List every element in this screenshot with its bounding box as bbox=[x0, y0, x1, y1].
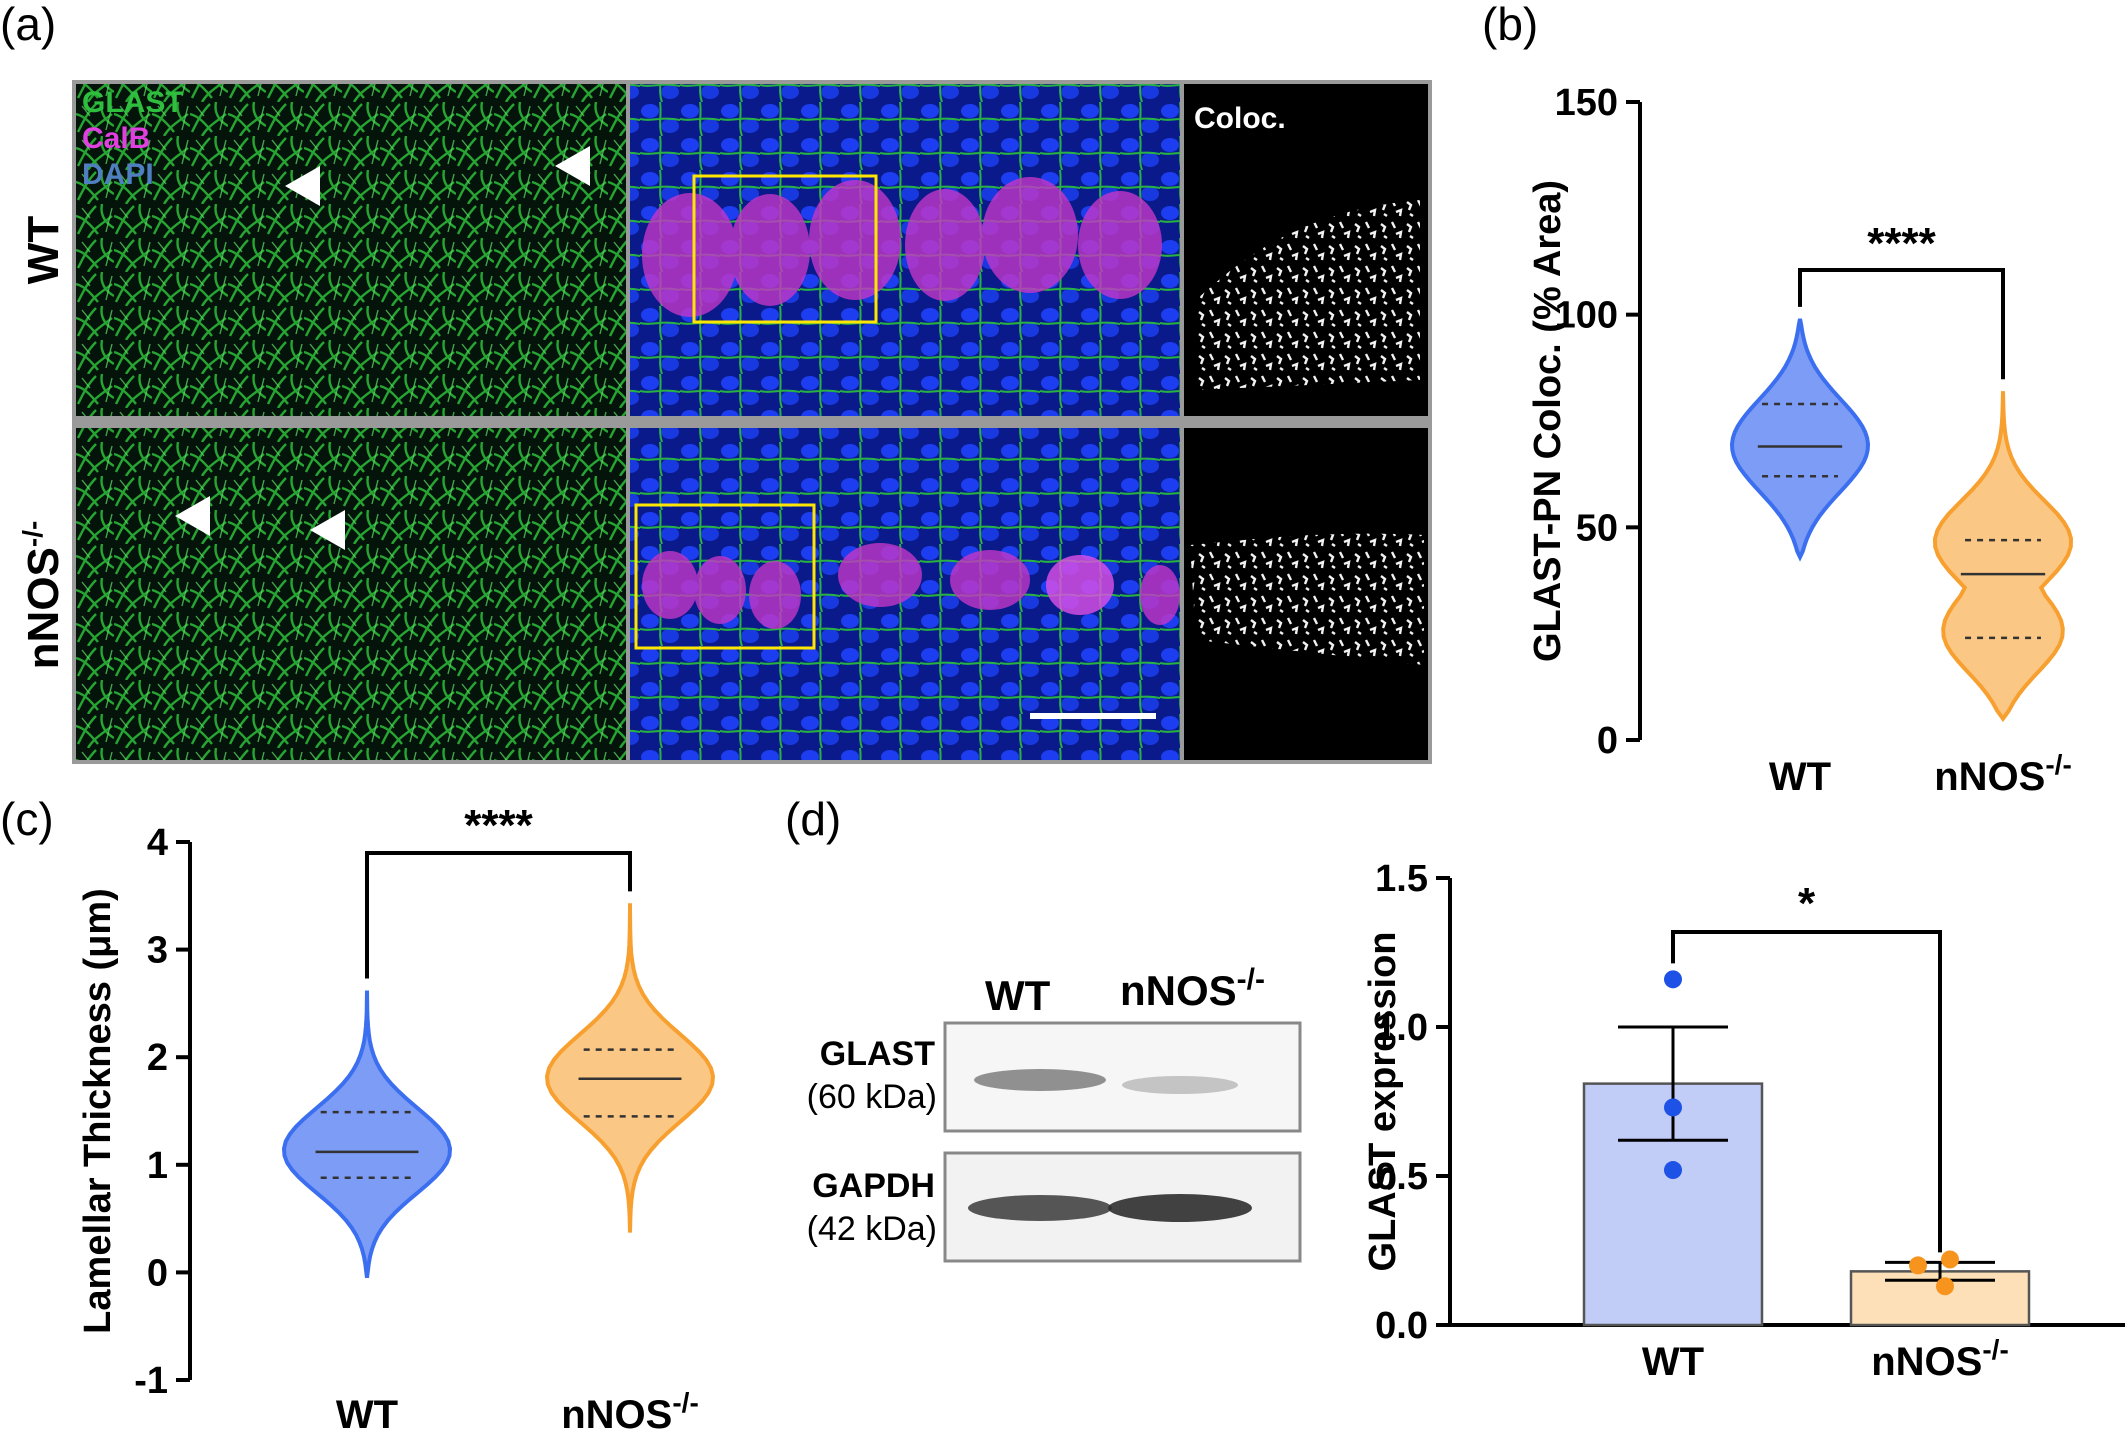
chart-b-category-label: nNOS-/- bbox=[1934, 749, 2072, 799]
chart-b-ytick-label: 0 bbox=[1597, 720, 1618, 762]
chart-b: 0 50 100 150 GLAST-PN Coloc. (% Area) WT nNOS-… bbox=[1527, 82, 2074, 799]
chart-d-data-point-nnos bbox=[1941, 1250, 1959, 1269]
band-gapdh-wt bbox=[968, 1195, 1112, 1221]
chart-b-violin-nnos bbox=[1932, 391, 2074, 723]
chart-c-ytick-label: 2 bbox=[147, 1037, 168, 1079]
chart-d-category-label: WT bbox=[1642, 1340, 1704, 1384]
stain-label-glast: GLAST bbox=[82, 86, 184, 119]
chart-d-data-point-nnos bbox=[1936, 1277, 1954, 1296]
micrograph-nnos-glast bbox=[76, 428, 626, 760]
arrowhead-icon bbox=[310, 510, 345, 550]
micrograph-wt-glast bbox=[76, 84, 626, 416]
scale-bar bbox=[1030, 713, 1156, 719]
chart-d-data-point-nnos bbox=[1909, 1256, 1927, 1275]
panel-c-letter: (c) bbox=[0, 793, 54, 845]
chart-c-ytick-label: 3 bbox=[147, 930, 168, 972]
arrowhead-icon bbox=[555, 146, 590, 186]
chart-b-violin-wt bbox=[1729, 318, 1871, 562]
chart-d-significance-stars: * bbox=[1798, 879, 1816, 928]
chart-d-data-point-wt bbox=[1664, 1161, 1682, 1180]
panel-b-letter: (b) bbox=[1482, 0, 1538, 50]
chart-c-ytick-label: -1 bbox=[134, 1360, 168, 1402]
calbindin-band-wt bbox=[642, 177, 1162, 317]
chart-d-bar-nnos bbox=[1849, 1270, 2031, 1327]
chart-c-y-axis-title: Lamellar Thickness (μm) bbox=[77, 888, 119, 1334]
chart-c-significance-bracket bbox=[365, 851, 632, 979]
coloc-label: Coloc. bbox=[1194, 102, 1286, 135]
band-gapdh-nnos bbox=[1108, 1194, 1252, 1222]
calbindin-band-nnos bbox=[642, 543, 1180, 629]
row-label-nnos: nNOS-/- bbox=[17, 521, 68, 670]
chart-d-ytick-label: 0.0 bbox=[1375, 1305, 1428, 1347]
chart-c-category-label: WT bbox=[336, 1393, 398, 1437]
chart-b-y-axis-title: GLAST-PN Coloc. (% Area) bbox=[1527, 180, 1569, 662]
chart-c-violin-nnos bbox=[544, 903, 716, 1233]
chart-d-ytick-label: 1.5 bbox=[1375, 858, 1428, 900]
chart-d-data-point-wt bbox=[1664, 970, 1682, 989]
panel-d-letter: (d) bbox=[785, 793, 841, 845]
arrowhead-icon bbox=[285, 166, 320, 206]
arrowhead-icon bbox=[175, 496, 210, 536]
band-glast-nnos bbox=[1122, 1076, 1238, 1094]
chart-d-significance-bracket bbox=[1671, 930, 1942, 1253]
blot-band-name-gapdh: GAPDH bbox=[812, 1167, 935, 1205]
blot-lane-label-nnos: nNOS-/- bbox=[1120, 963, 1265, 1014]
blot-band-name-glast: GLAST bbox=[820, 1035, 935, 1073]
chart-d-data-point-wt bbox=[1664, 1098, 1682, 1117]
chart-c-ytick-label: 1 bbox=[147, 1145, 168, 1187]
coloc-speckle-wt bbox=[1196, 200, 1420, 390]
chart-c: -1 0 1 2 3 4 Lamellar Thickness (μm) WT nNOS-/- *… bbox=[77, 801, 716, 1437]
chart-d: 0.0 0.5 1.0 1.5 GLAST expression WT nNOS-/- * bbox=[1362, 858, 2125, 1384]
chart-b-significance-stars: **** bbox=[1867, 219, 1936, 268]
chart-d-ytick-label: 0.5 bbox=[1375, 1156, 1428, 1198]
band-glast-wt bbox=[974, 1069, 1106, 1091]
chart-c-ytick-label: 4 bbox=[147, 822, 168, 864]
chart-d-y-axis-title: GLAST expression bbox=[1362, 932, 1404, 1272]
western-blot: WT nNOS-/- GLAST (60 kDa) GAPDH (42 kDa) bbox=[807, 963, 1302, 1263]
micrograph-grid: GLAST CalB DAPI Coloc. bbox=[72, 80, 1432, 764]
blot-band-size-glast: (60 kDa) bbox=[807, 1078, 937, 1116]
chart-d-ytick-label: 1.0 bbox=[1375, 1007, 1428, 1049]
stain-label-calb: CalB bbox=[82, 122, 150, 155]
stain-label-dapi: DAPI bbox=[82, 158, 154, 191]
inset-box-nnos bbox=[634, 503, 816, 650]
blot-lane-label-wt: WT bbox=[985, 972, 1051, 1019]
panel-a-letter: (a) bbox=[0, 0, 56, 50]
chart-c-ytick-label: 0 bbox=[147, 1252, 168, 1294]
coloc-speckle-nnos bbox=[1190, 533, 1424, 665]
chart-b-significance-bracket bbox=[1798, 268, 2005, 380]
chart-b-ytick-label: 150 bbox=[1555, 82, 1618, 124]
chart-c-violin-wt bbox=[281, 990, 453, 1279]
chart-b-ytick-label: 50 bbox=[1576, 507, 1618, 549]
chart-c-category-label: nNOS-/- bbox=[561, 1387, 699, 1437]
blot-band-size-gapdh: (42 kDa) bbox=[807, 1210, 937, 1248]
inset-box-wt bbox=[692, 174, 878, 324]
chart-c-significance-stars: **** bbox=[464, 801, 533, 850]
row-label-wt: WT bbox=[19, 216, 68, 285]
chart-b-ytick-label: 100 bbox=[1555, 295, 1618, 337]
chart-b-category-label: WT bbox=[1769, 755, 1831, 799]
chart-d-category-label: nNOS-/- bbox=[1871, 1334, 2009, 1384]
